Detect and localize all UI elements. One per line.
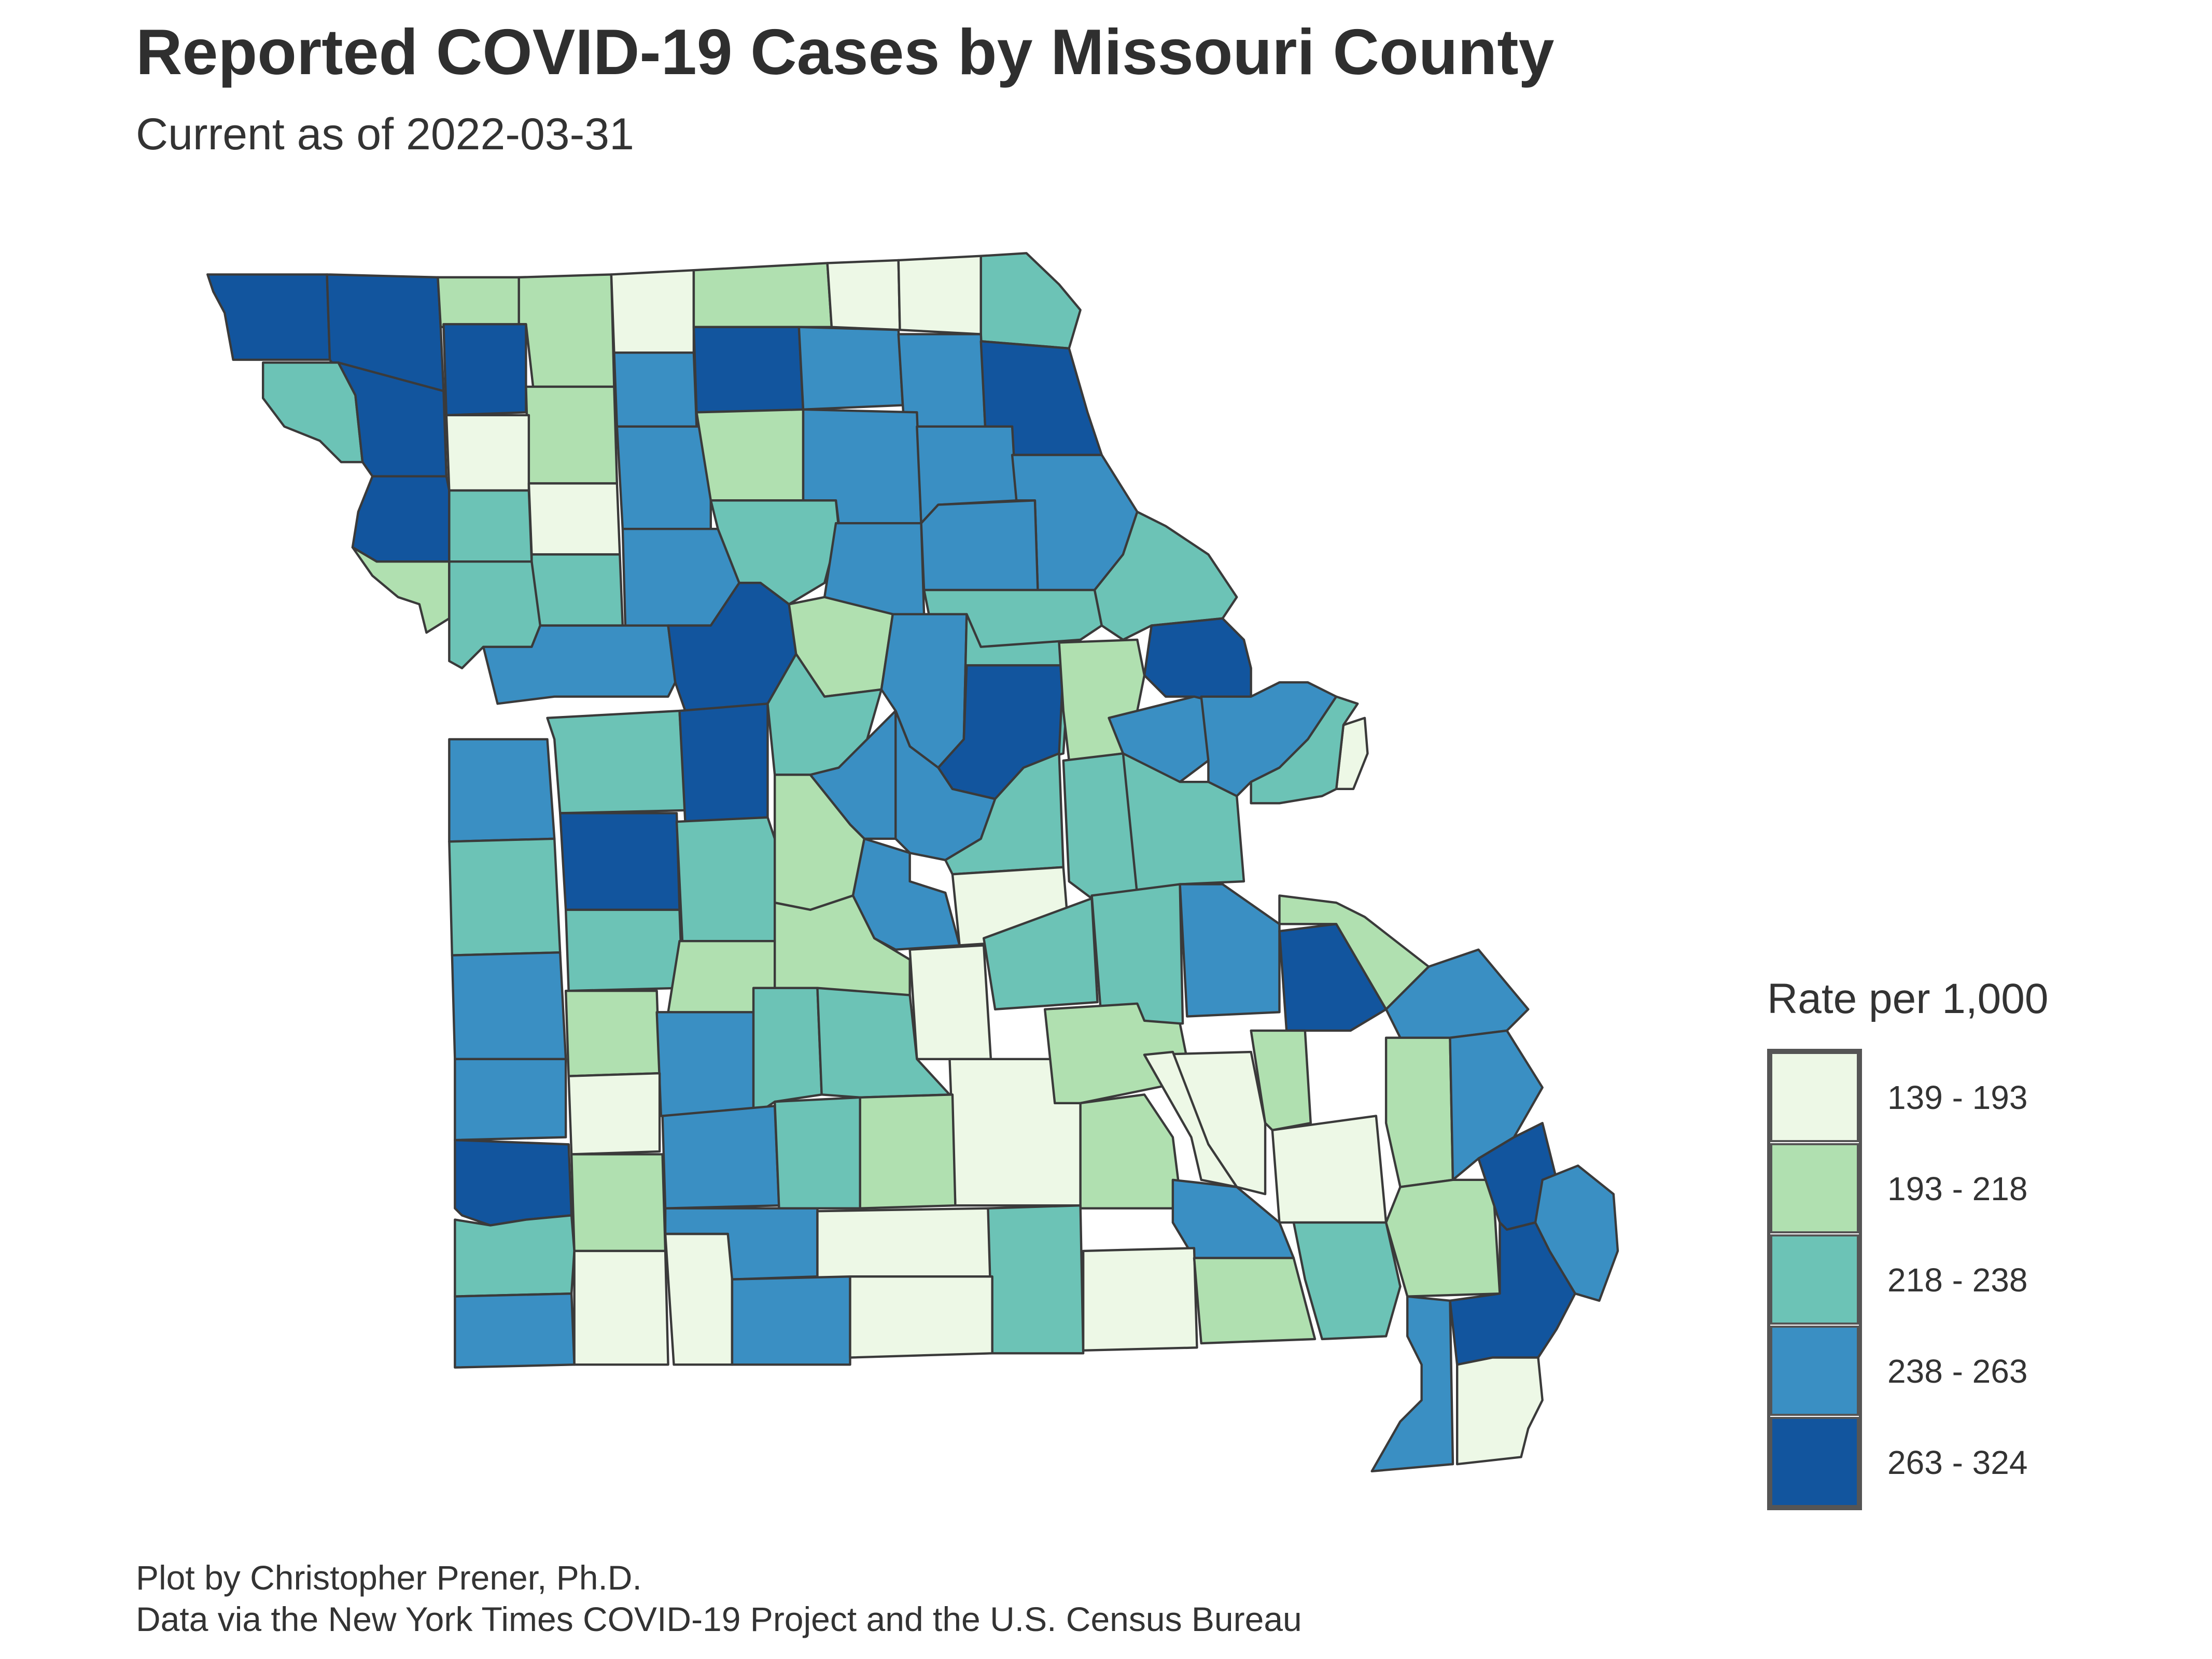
county-harrison[interactable] (517, 273, 615, 388)
legend-label-5: 263 - 324 (1887, 1444, 2028, 1481)
county-jefferson[interactable] (1250, 695, 1359, 805)
county-daviess[interactable] (525, 385, 619, 485)
county-wayne[interactable] (1271, 1115, 1388, 1224)
county-taney[interactable] (731, 1275, 851, 1366)
county-washington[interactable] (1179, 883, 1281, 1018)
county-clark[interactable] (979, 252, 1082, 350)
county-wright[interactable] (859, 1093, 957, 1210)
county-newton[interactable] (454, 1214, 576, 1298)
county-lincoln[interactable] (1143, 617, 1252, 705)
county-douglas[interactable] (816, 1207, 993, 1281)
county-schuyler[interactable] (826, 259, 901, 331)
chart-title: Reported COVID-19 Cases by Missouri Coun… (136, 17, 1555, 88)
county-webster[interactable] (774, 1096, 861, 1210)
legend-label-1: 139 - 193 (1887, 1079, 2028, 1116)
county-dunklin[interactable] (1370, 1295, 1454, 1473)
legend-label-2: 193 - 218 (1887, 1170, 2028, 1207)
county-dent[interactable] (1043, 1002, 1193, 1104)
county-ray[interactable] (530, 553, 624, 627)
county-adair[interactable] (797, 326, 904, 411)
county-livingston[interactable] (615, 425, 712, 530)
legend-box (1767, 1049, 1862, 1510)
caption-source: Data via the New York Times COVID-19 Pro… (136, 1600, 1302, 1638)
county-shannon[interactable] (1079, 1093, 1181, 1210)
legend-label-4: 238 - 263 (1887, 1353, 2028, 1390)
county-mcdonald[interactable] (454, 1292, 576, 1369)
county-buchanan[interactable] (351, 475, 451, 563)
county-henry[interactable] (559, 812, 681, 911)
county-barton[interactable] (454, 1058, 567, 1142)
county-johnson[interactable] (546, 709, 687, 814)
county-cedar[interactable] (564, 989, 661, 1077)
county-atchison[interactable] (206, 273, 331, 361)
county-grundy[interactable] (613, 351, 698, 428)
county-ripley[interactable] (1193, 1257, 1317, 1345)
county-dade[interactable] (567, 1072, 661, 1156)
county-dallas[interactable] (752, 987, 823, 1117)
county-jasper[interactable] (454, 1138, 573, 1227)
county-crawford[interactable] (1090, 883, 1184, 1025)
chart-subtitle: Current as of 2022-03-31 (136, 109, 634, 159)
county-bates[interactable] (448, 837, 562, 957)
county-gentry[interactable] (442, 323, 527, 417)
county-clay[interactable] (448, 489, 533, 563)
county-scotland[interactable] (897, 255, 982, 335)
county-worth[interactable] (437, 276, 520, 329)
legend-label-3: 218 - 238 (1887, 1261, 2028, 1299)
county-pulaski[interactable] (908, 944, 992, 1060)
county-st-clair[interactable] (564, 908, 684, 992)
county-bollinger[interactable] (1384, 1036, 1454, 1188)
legend-swatch-1 (1770, 1052, 1859, 1142)
legend-swatch-4 (1770, 1326, 1859, 1416)
county-new-madrid[interactable] (1449, 1221, 1576, 1366)
county-oregon[interactable] (1082, 1247, 1198, 1352)
county-benton[interactable] (675, 816, 776, 943)
county-ozark[interactable] (849, 1275, 993, 1359)
county-monroe[interactable] (920, 499, 1039, 592)
county-stone[interactable] (664, 1232, 734, 1366)
county-stoddard[interactable] (1384, 1178, 1501, 1298)
county-cass[interactable] (448, 738, 556, 843)
county-sullivan[interactable] (692, 326, 805, 414)
county-pemiscot[interactable] (1455, 1356, 1544, 1466)
legend-title: Rate per 1,000 (1767, 975, 2049, 1022)
county-howell[interactable] (987, 1204, 1085, 1355)
legend-swatch-5 (1770, 1417, 1859, 1507)
county-st-francois[interactable] (1278, 923, 1388, 1032)
county-caldwell[interactable] (527, 482, 621, 556)
county-pettis[interactable] (678, 702, 769, 823)
county-pike[interactable] (1093, 511, 1238, 641)
county-greene[interactable] (661, 1105, 780, 1210)
county-dekalb[interactable] (445, 414, 530, 492)
caption-author: Plot by Christopher Prener, Ph.D. (136, 1558, 642, 1597)
county-mercer[interactable] (610, 269, 695, 354)
county-putnam[interactable] (692, 262, 833, 329)
county-polk[interactable] (655, 1011, 755, 1117)
county-barry[interactable] (573, 1249, 669, 1366)
county-platte[interactable] (351, 546, 451, 634)
legend-swatch-2 (1770, 1143, 1859, 1233)
county-vernon[interactable] (451, 951, 567, 1060)
legend-swatch-3 (1770, 1234, 1859, 1325)
county-carter[interactable] (1171, 1178, 1295, 1259)
county-phelps[interactable] (983, 897, 1099, 1011)
county-lawrence[interactable] (570, 1153, 667, 1253)
county-linn[interactable] (695, 408, 805, 502)
